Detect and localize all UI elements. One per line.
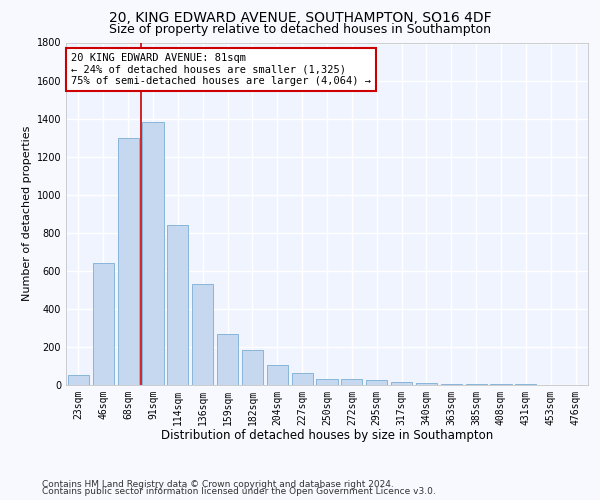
Bar (68, 376, 89, 385)
Bar (118, 138, 139, 385)
Bar (267, 365, 288, 385)
Bar (242, 350, 263, 385)
Bar (416, 383, 437, 385)
Bar (316, 380, 338, 385)
Text: Contains public sector information licensed under the Open Government Licence v3: Contains public sector information licen… (42, 487, 436, 496)
Bar (490, 384, 512, 385)
Bar (142, 122, 164, 385)
Bar (466, 384, 487, 385)
Bar (441, 384, 462, 385)
Bar (93, 263, 114, 385)
Bar (192, 284, 213, 385)
Text: 20, KING EDWARD AVENUE, SOUTHAMPTON, SO16 4DF: 20, KING EDWARD AVENUE, SOUTHAMPTON, SO1… (109, 12, 491, 26)
Bar (515, 384, 536, 385)
Bar (167, 225, 188, 385)
Bar (217, 334, 238, 385)
Text: Contains HM Land Registry data © Crown copyright and database right 2024.: Contains HM Land Registry data © Crown c… (42, 480, 394, 489)
Y-axis label: Number of detached properties: Number of detached properties (22, 126, 32, 302)
Text: 20 KING EDWARD AVENUE: 81sqm
← 24% of detached houses are smaller (1,325)
75% of: 20 KING EDWARD AVENUE: 81sqm ← 24% of de… (71, 53, 371, 86)
Text: Size of property relative to detached houses in Southampton: Size of property relative to detached ho… (109, 22, 491, 36)
X-axis label: Distribution of detached houses by size in Southampton: Distribution of detached houses by size … (161, 430, 493, 442)
Bar (391, 382, 412, 385)
Bar (341, 380, 362, 385)
Bar (292, 372, 313, 385)
Bar (366, 380, 387, 385)
